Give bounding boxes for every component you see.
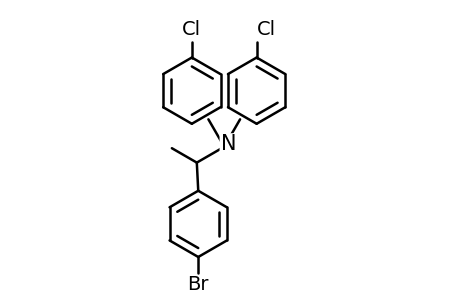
Text: N: N [220, 134, 236, 154]
Text: Cl: Cl [256, 20, 275, 39]
Text: Cl: Cl [182, 20, 201, 39]
Text: Br: Br [187, 275, 208, 294]
